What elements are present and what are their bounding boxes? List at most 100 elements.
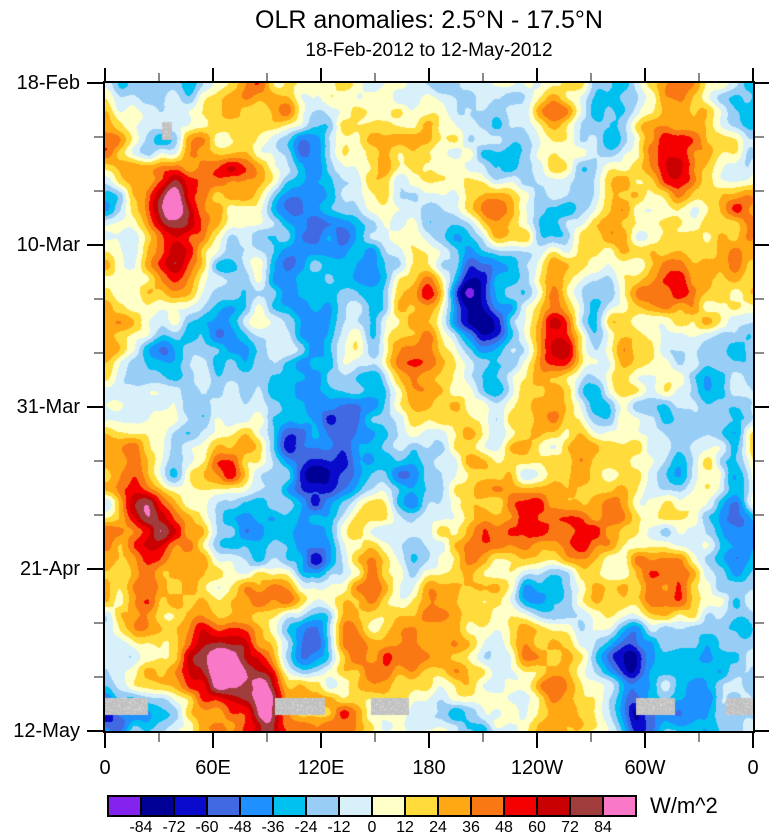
x-major-tick-top	[752, 68, 754, 81]
colorbar-cell	[404, 795, 439, 817]
x-axis-label: 0	[747, 757, 759, 779]
colorbar-tick-label: -84	[129, 819, 153, 834]
colorbar-tick-label: 72	[561, 819, 579, 834]
y-major-tick-right	[755, 568, 769, 570]
y-axis-label: 10-Mar	[16, 234, 80, 256]
colorbar-cell	[107, 795, 142, 817]
y-minor-tick-left	[94, 352, 103, 354]
y-major-tick-right	[755, 244, 769, 246]
colorbar	[107, 795, 637, 817]
x-minor-tick-bottom	[482, 733, 484, 742]
colorbar-tick-label: -48	[228, 819, 252, 834]
colorbar-tick-label: 60	[528, 819, 546, 834]
chart-subtitle: 18-Feb-2012 to 12-May-2012	[305, 40, 553, 61]
x-minor-tick-top	[158, 73, 160, 81]
colorbar-tick-label: -24	[294, 819, 318, 834]
colorbar-cell	[536, 795, 571, 817]
chart-title: OLR anomalies: 2.5°N - 17.5°N	[255, 6, 603, 34]
x-major-tick-top	[428, 68, 430, 81]
y-major-tick-left	[87, 82, 103, 84]
x-axis-label: 120E	[297, 757, 345, 779]
colorbar-cell	[371, 795, 406, 817]
y-major-tick-right	[755, 730, 769, 732]
y-minor-tick-right	[755, 190, 764, 192]
colorbar-cell	[173, 795, 208, 817]
y-minor-tick-left	[94, 514, 103, 516]
y-minor-tick-right	[755, 676, 764, 678]
y-minor-tick-right	[755, 352, 764, 354]
colorbar-tick-label: -60	[195, 819, 219, 834]
y-axis-label: 31-Mar	[16, 396, 80, 418]
colorbar-tick-label: 84	[594, 819, 612, 834]
x-axis-label: 60W	[624, 757, 666, 779]
y-axis-label: 18-Feb	[16, 72, 80, 94]
y-major-tick-left	[87, 568, 103, 570]
x-minor-tick-bottom	[698, 733, 700, 742]
colorbar-tick-label: 12	[396, 819, 414, 834]
colorbar-cell	[602, 795, 637, 817]
x-minor-tick-bottom	[266, 733, 268, 742]
colorbar-cell	[140, 795, 175, 817]
colorbar-cell	[503, 795, 538, 817]
contour-field-canvas	[105, 83, 753, 731]
y-minor-tick-left	[94, 622, 103, 624]
y-minor-tick-left	[94, 298, 103, 300]
y-minor-tick-right	[755, 514, 764, 516]
colorbar-tick-label: 36	[462, 819, 480, 834]
colorbar-cell	[470, 795, 505, 817]
y-major-tick-left	[87, 244, 103, 246]
colorbar-cell	[272, 795, 307, 817]
y-minor-tick-left	[94, 136, 103, 138]
x-major-tick-top	[104, 68, 106, 81]
colorbar-tick-label: 24	[429, 819, 447, 834]
y-minor-tick-right	[755, 460, 764, 462]
y-axis-label: 12-May	[13, 720, 80, 742]
x-major-tick-bottom	[644, 733, 646, 748]
y-minor-tick-right	[755, 622, 764, 624]
x-axis-label: 180	[412, 757, 446, 779]
x-minor-tick-bottom	[374, 733, 376, 742]
x-axis-label: 0	[99, 757, 111, 779]
x-major-tick-bottom	[212, 733, 214, 748]
x-minor-tick-bottom	[590, 733, 592, 742]
colorbar-units-label: W/m^2	[650, 793, 718, 818]
y-axis-label: 21-Apr	[19, 558, 80, 580]
y-minor-tick-right	[755, 136, 764, 138]
colorbar-tick-label: 48	[495, 819, 513, 834]
x-major-tick-top	[320, 68, 322, 81]
y-minor-tick-left	[94, 460, 103, 462]
y-minor-tick-left	[94, 190, 103, 192]
colorbar-cell	[338, 795, 373, 817]
colorbar-cell	[239, 795, 274, 817]
y-major-tick-left	[87, 406, 103, 408]
x-minor-tick-top	[482, 73, 484, 81]
y-major-tick-right	[755, 82, 769, 84]
colorbar-tick-label: 0	[367, 819, 377, 834]
colorbar-cell	[305, 795, 340, 817]
colorbar-tick-label: -12	[327, 819, 351, 834]
x-major-tick-top	[536, 68, 538, 81]
colorbar-tick-label: -72	[162, 819, 186, 834]
x-minor-tick-top	[266, 73, 268, 81]
colorbar-cell	[437, 795, 472, 817]
colorbar-cell	[206, 795, 241, 817]
y-major-tick-right	[755, 406, 769, 408]
x-major-tick-bottom	[752, 733, 754, 748]
x-axis-label: 60E	[195, 757, 231, 779]
colorbar-cell	[569, 795, 604, 817]
plot-area	[103, 81, 755, 733]
x-minor-tick-top	[374, 73, 376, 81]
x-minor-tick-bottom	[158, 733, 160, 742]
x-major-tick-bottom	[104, 733, 106, 748]
x-major-tick-bottom	[428, 733, 430, 748]
y-major-tick-left	[87, 730, 103, 732]
y-minor-tick-left	[94, 676, 103, 678]
x-minor-tick-top	[698, 73, 700, 81]
x-major-tick-top	[644, 68, 646, 81]
colorbar-tick-label: -36	[261, 819, 285, 834]
y-minor-tick-right	[755, 298, 764, 300]
x-axis-label: 120W	[510, 757, 564, 779]
x-major-tick-bottom	[536, 733, 538, 748]
x-major-tick-bottom	[320, 733, 322, 748]
